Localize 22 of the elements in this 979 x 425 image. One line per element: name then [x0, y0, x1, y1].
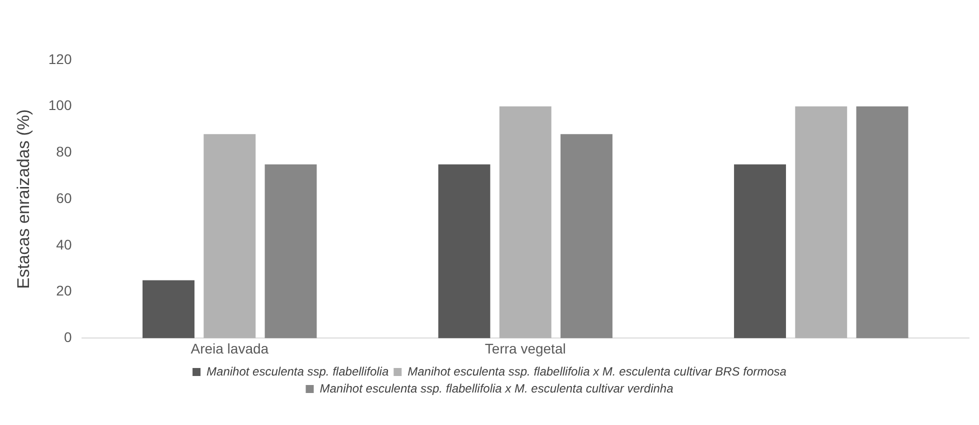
y-tick-label: 80 [56, 144, 72, 160]
bar [795, 106, 848, 338]
x-tick-label: Areia lavada [190, 340, 269, 356]
bar [438, 164, 490, 338]
bar [856, 106, 908, 338]
y-tick-label: 40 [56, 236, 72, 252]
legend-label: Manihot esculenta ssp. flabellifolia [206, 364, 389, 378]
bar [560, 134, 612, 338]
y-tick-label: 120 [48, 50, 72, 67]
bar [264, 164, 317, 338]
bar [142, 280, 194, 338]
bar [734, 164, 786, 338]
y-tick-label: 100 [48, 97, 72, 114]
x-tick-label: Terra vegetal [484, 340, 566, 356]
bar [204, 134, 256, 338]
bar [499, 106, 552, 338]
y-axis-title: Estacas enraizadas (%) [14, 109, 33, 289]
y-tick-label: 20 [56, 282, 72, 299]
y-tick-label: 60 [56, 190, 72, 206]
y-tick-label: 0 [64, 329, 72, 346]
legend-label: Manihot esculenta ssp. flabellifolia x M. esculenta cultivar verdinha [320, 381, 674, 396]
legend-label: Manihot esculenta ssp. flabellifolia x M. esculenta cultivar BRS formosa [408, 364, 787, 378]
